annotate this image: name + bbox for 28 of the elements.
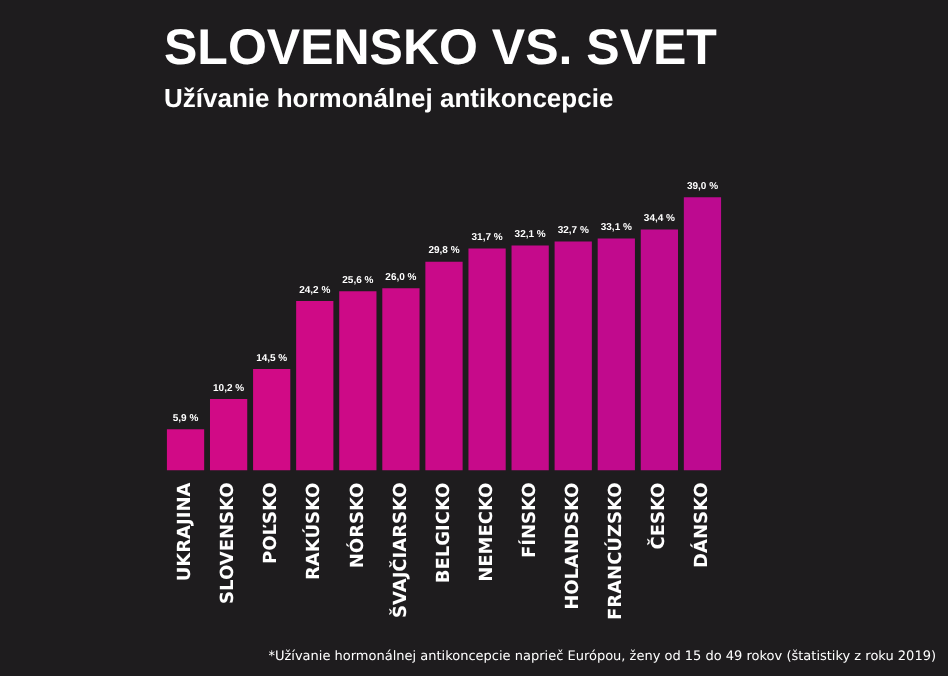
x-tick-label: NÓRSKO bbox=[344, 481, 369, 569]
x-tick-label: DÁNSKO bbox=[689, 481, 714, 568]
bar bbox=[468, 248, 506, 471]
bar bbox=[511, 245, 549, 471]
bar bbox=[554, 241, 592, 471]
x-tick-label: ČESKO bbox=[646, 481, 671, 550]
bar bbox=[640, 229, 679, 471]
bar bbox=[425, 261, 463, 471]
x-tick-label: NEMECKO bbox=[477, 481, 498, 582]
chart-subtitle: Užívanie hormonálnej antikoncepcie bbox=[164, 82, 614, 113]
bar bbox=[253, 368, 291, 471]
x-tick-label: FÍNSKO bbox=[516, 481, 541, 559]
x-tick-label: HOLANDSKO bbox=[563, 481, 584, 610]
bar bbox=[166, 429, 205, 471]
x-tick-label: POĽSKO bbox=[262, 481, 283, 564]
bar bbox=[209, 399, 248, 471]
bar bbox=[296, 300, 334, 471]
x-tick-label: UKRAJINA bbox=[176, 482, 197, 582]
bar bbox=[597, 238, 635, 471]
x-tick-label: RAKÚSKO bbox=[301, 481, 326, 581]
bar bbox=[339, 291, 377, 471]
x-tick-label: BELGICKO bbox=[434, 481, 455, 584]
x-tick-label: ŠVAJČIARSKO bbox=[387, 481, 412, 618]
chart-title: SLOVENSKO VS. SVET bbox=[164, 19, 717, 76]
bar bbox=[382, 288, 420, 471]
x-tick-label: FRANCÚZSKO bbox=[603, 481, 627, 620]
x-tick-label: SLOVENSKO bbox=[219, 481, 240, 604]
bar bbox=[683, 197, 722, 471]
